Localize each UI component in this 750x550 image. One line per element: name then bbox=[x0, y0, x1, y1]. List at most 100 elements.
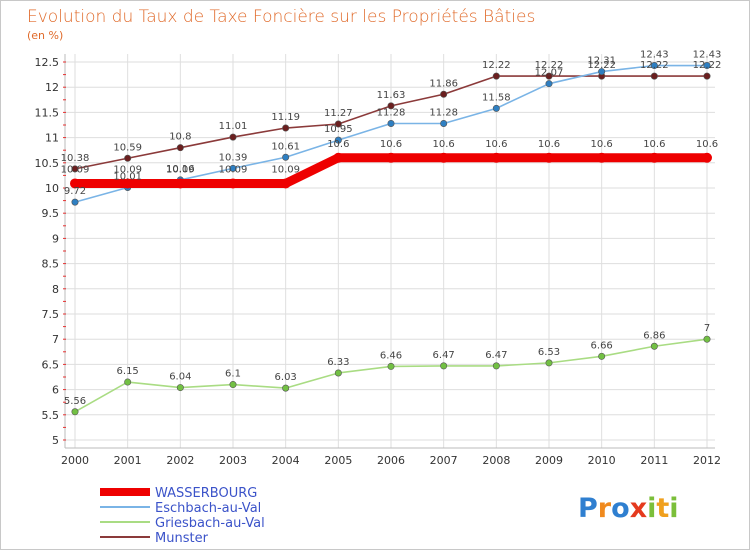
data-label: 10.16 bbox=[166, 164, 195, 175]
data-label: 9.72 bbox=[64, 186, 86, 197]
data-label: 5.56 bbox=[64, 396, 86, 407]
data-point bbox=[492, 72, 500, 80]
data-labels: 10.09 10.09 10.09 10.09 10.09 10.6 10.6 10.6 10.… bbox=[61, 50, 722, 407]
data-label: 10.09 bbox=[166, 164, 195, 175]
data-point bbox=[703, 72, 711, 80]
data-point bbox=[334, 369, 342, 377]
data-point bbox=[124, 378, 132, 386]
data-label: 11.58 bbox=[482, 92, 511, 103]
data-label: 10.01 bbox=[113, 171, 142, 182]
data-point bbox=[649, 152, 660, 163]
data-point bbox=[70, 178, 80, 189]
axes: 55.566.577.588.599.51010.51111.51212.520… bbox=[35, 54, 721, 467]
data-label: 6.86 bbox=[643, 330, 665, 341]
chart-title: Evolution du Taux de Taxe Foncière sur l… bbox=[27, 7, 535, 27]
y-tick-label: 5.5 bbox=[42, 409, 60, 422]
data-label: 10.38 bbox=[61, 153, 90, 164]
data-label: 10.8 bbox=[169, 132, 191, 143]
data-label: 6.33 bbox=[327, 357, 349, 368]
x-tick-label: 2003 bbox=[219, 454, 247, 467]
y-tick-label: 9 bbox=[52, 232, 59, 245]
data-point bbox=[282, 384, 290, 392]
data-label: 12.22 bbox=[482, 60, 511, 71]
data-label: 10.39 bbox=[219, 152, 248, 163]
legend-item: Munster bbox=[100, 531, 209, 546]
y-tick-label: 12.5 bbox=[35, 56, 60, 69]
y-tick-label: 8.5 bbox=[42, 258, 60, 271]
data-point bbox=[438, 152, 449, 163]
data-label: 10.61 bbox=[271, 141, 300, 152]
data-point bbox=[334, 136, 342, 144]
legend-item: Griesbach-au-Val bbox=[100, 516, 265, 531]
data-label: 10.09 bbox=[271, 164, 300, 175]
labels-griesbach-au-val: 5.56 6.15 6.04 6.1 6.03 6.33 6.46 6.47 6.47 6.53 6… bbox=[64, 323, 710, 407]
data-label: 10.6 bbox=[643, 139, 665, 150]
data-label: 12.43 bbox=[693, 50, 722, 61]
y-tick-label: 12 bbox=[45, 81, 59, 94]
y-tick-label: 10 bbox=[45, 182, 59, 195]
y-tick-label: 7.5 bbox=[42, 308, 60, 321]
data-point bbox=[175, 178, 186, 189]
data-label: 11.01 bbox=[219, 121, 248, 132]
data-label: 10.09 bbox=[61, 164, 90, 175]
x-tick-label: 2001 bbox=[114, 454, 142, 467]
data-label: 10.6 bbox=[485, 139, 507, 150]
data-point bbox=[702, 152, 712, 163]
data-point bbox=[71, 408, 79, 416]
data-label: 6.47 bbox=[433, 350, 455, 361]
data-label: 11.63 bbox=[377, 90, 406, 101]
data-label: 10.6 bbox=[591, 139, 613, 150]
data-label: 6.46 bbox=[380, 350, 402, 361]
x-tick-label: 2007 bbox=[430, 454, 458, 467]
labels-wasserbourg: 10.09 10.09 10.09 10.09 10.09 10.6 10.6 10.6 10.… bbox=[61, 139, 718, 176]
x-tick-label: 2000 bbox=[61, 454, 89, 467]
data-point bbox=[229, 164, 237, 172]
data-label: 12.43 bbox=[640, 50, 669, 61]
data-label: 11.28 bbox=[429, 107, 458, 118]
data-label: 12.22 bbox=[535, 60, 564, 71]
chart-subtitle: (en %) bbox=[27, 29, 63, 42]
data-point bbox=[71, 165, 79, 173]
data-point bbox=[703, 335, 711, 343]
x-tick-label: 2008 bbox=[482, 454, 510, 467]
data-label: 12.31 bbox=[587, 56, 616, 67]
x-tick-label: 2002 bbox=[166, 454, 194, 467]
data-point bbox=[387, 102, 395, 110]
data-point bbox=[282, 153, 290, 161]
data-label: 12.07 bbox=[535, 68, 564, 79]
data-label: 6.03 bbox=[275, 372, 297, 383]
data-label: 10.09 bbox=[113, 164, 142, 175]
data-label: 11.28 bbox=[377, 107, 406, 118]
data-point bbox=[280, 178, 291, 189]
x-tick-label: 2012 bbox=[693, 454, 721, 467]
x-tick-label: 2009 bbox=[535, 454, 563, 467]
data-point bbox=[544, 152, 554, 163]
data-point bbox=[491, 152, 502, 163]
data-label: 11.27 bbox=[324, 108, 353, 119]
x-tick-label: 2010 bbox=[588, 454, 616, 467]
data-label: 10.09 bbox=[219, 164, 248, 175]
legend-label: WASSERBOURG bbox=[155, 486, 257, 501]
data-label: 6.66 bbox=[591, 340, 613, 351]
data-point bbox=[387, 119, 395, 127]
data-point bbox=[440, 90, 448, 98]
x-tick-label: 2006 bbox=[377, 454, 405, 467]
data-point bbox=[386, 152, 396, 163]
data-point bbox=[71, 198, 79, 206]
data-point bbox=[598, 68, 606, 76]
data-label: 12.22 bbox=[587, 60, 616, 71]
data-label: 6.15 bbox=[117, 366, 139, 377]
legend: WASSERBOURGEschbach-au-ValGriesbach-au-V… bbox=[100, 486, 265, 546]
data-point bbox=[596, 152, 607, 163]
data-point bbox=[440, 119, 448, 127]
x-tick-label: 2005 bbox=[324, 454, 352, 467]
x-tick-label: 2004 bbox=[272, 454, 300, 467]
data-point bbox=[650, 72, 658, 80]
data-label: 10.59 bbox=[113, 142, 142, 153]
data-label: 10.6 bbox=[327, 139, 349, 150]
data-point bbox=[545, 359, 553, 367]
data-point bbox=[545, 80, 553, 88]
data-label: 12.22 bbox=[640, 60, 669, 71]
